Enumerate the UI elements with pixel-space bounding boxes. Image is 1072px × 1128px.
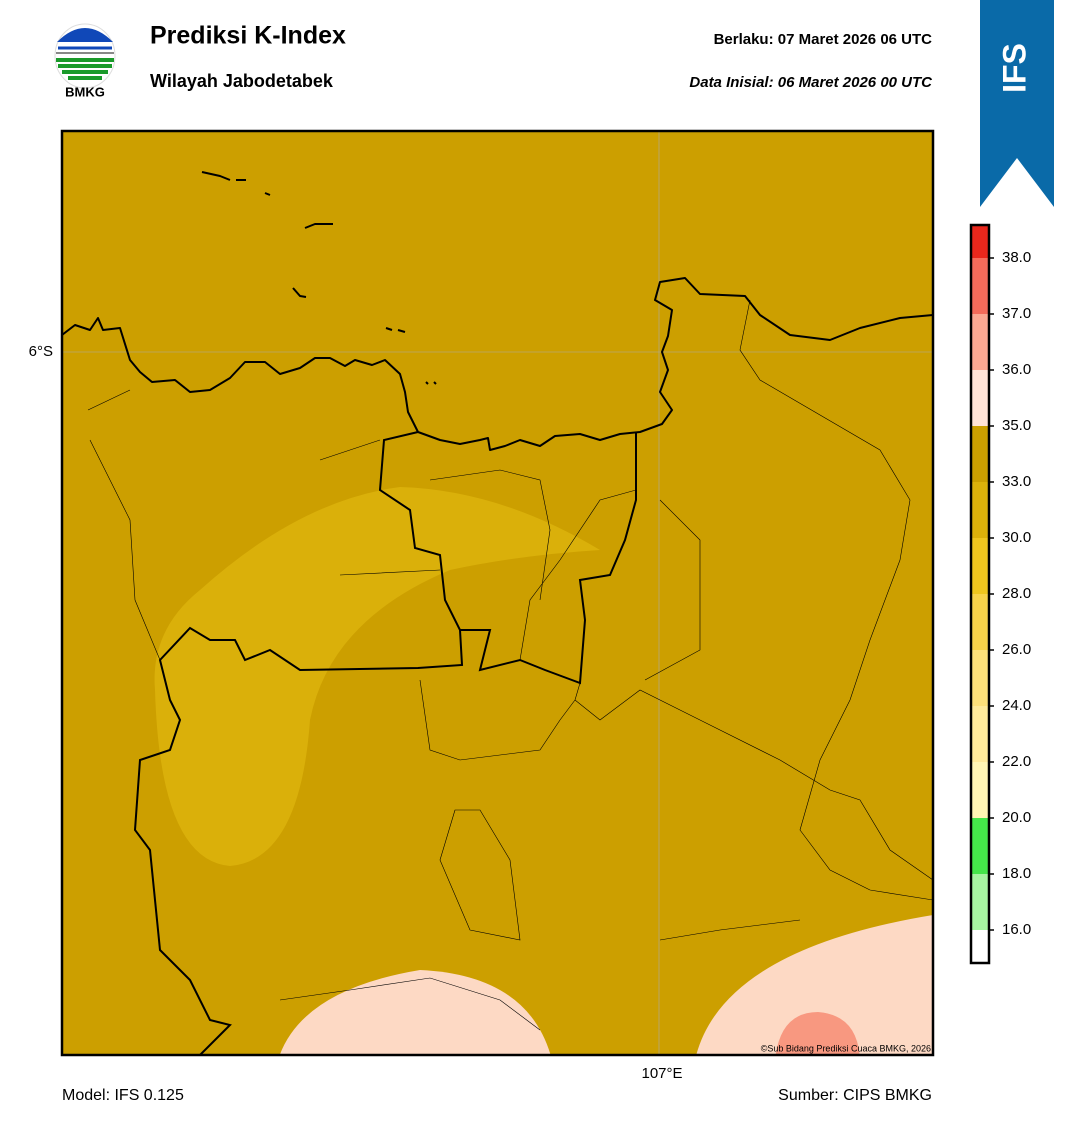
model-label: Model: IFS 0.125 <box>62 1087 184 1104</box>
logo-text: BMKG <box>65 84 105 99</box>
banner-text: IFS <box>996 43 1032 93</box>
colorbar-tick-label: 22.0 <box>1002 753 1031 770</box>
colorbar-segment <box>971 314 989 370</box>
colorbar-segment <box>971 258 989 314</box>
lon-label: 107°E <box>641 1065 682 1082</box>
colorbar-segment <box>971 706 989 762</box>
logo: BMKG <box>54 23 116 99</box>
colorbar-segment <box>971 538 989 594</box>
title: Prediksi K-Index <box>150 22 346 50</box>
initial-time: Data Inisial: 06 Maret 2026 00 UTC <box>689 74 933 91</box>
colorbar-tick-label: 38.0 <box>1002 249 1031 266</box>
subtitle: Wilayah Jabodetabek <box>150 71 334 91</box>
colorbar-tick-label: 35.0 <box>1002 417 1031 434</box>
field-contour <box>696 915 933 1055</box>
colorbar-tick-label: 18.0 <box>1002 865 1031 882</box>
colorbar-segment <box>971 874 989 930</box>
colorbar-segment <box>971 650 989 706</box>
colorbar-tick-label: 24.0 <box>1002 697 1031 714</box>
source-label: Sumber: CIPS BMKG <box>778 1087 932 1104</box>
field-contour <box>775 1012 860 1055</box>
colorbar-segment <box>971 370 989 426</box>
field-contour <box>279 970 551 1055</box>
colorbar-tick-label: 16.0 <box>1002 921 1031 938</box>
colorbar-segment <box>971 482 989 538</box>
banner: IFS <box>980 0 1054 207</box>
colorbar-tick-label: 28.0 <box>1002 585 1031 602</box>
copyright: ©Sub Bidang Prediksi Cuaca BMKG, 2026 <box>761 1043 931 1053</box>
colorbar-segment <box>971 762 989 818</box>
colorbar-segment <box>971 594 989 650</box>
map: 6°S 107°E ©Sub Bidang Prediksi Cuaca BMK… <box>29 129 935 1082</box>
colorbar-tick-label: 20.0 <box>1002 809 1031 826</box>
field-contour <box>154 487 600 866</box>
lat-label: 6°S <box>29 343 53 360</box>
colorbar-segment <box>971 225 989 258</box>
colorbar-tick-label: 36.0 <box>1002 361 1031 378</box>
colorbar-tick-label: 37.0 <box>1002 305 1031 322</box>
colorbar-tick-label: 26.0 <box>1002 641 1031 658</box>
colorbar: 16.0 18.0 20.0 22.0 24.0 26.0 28.0 30.0 33.0 35.0… <box>969 223 1031 965</box>
colorbar-tick-label: 30.0 <box>1002 529 1031 546</box>
colorbar-tick-label: 33.0 <box>1002 473 1031 490</box>
field <box>62 131 933 1055</box>
valid-time: Berlaku: 07 Maret 2026 06 UTC <box>714 31 933 48</box>
colorbar-segment <box>971 426 989 482</box>
colorbar-segment <box>971 818 989 874</box>
colorbar-segment <box>971 930 989 963</box>
